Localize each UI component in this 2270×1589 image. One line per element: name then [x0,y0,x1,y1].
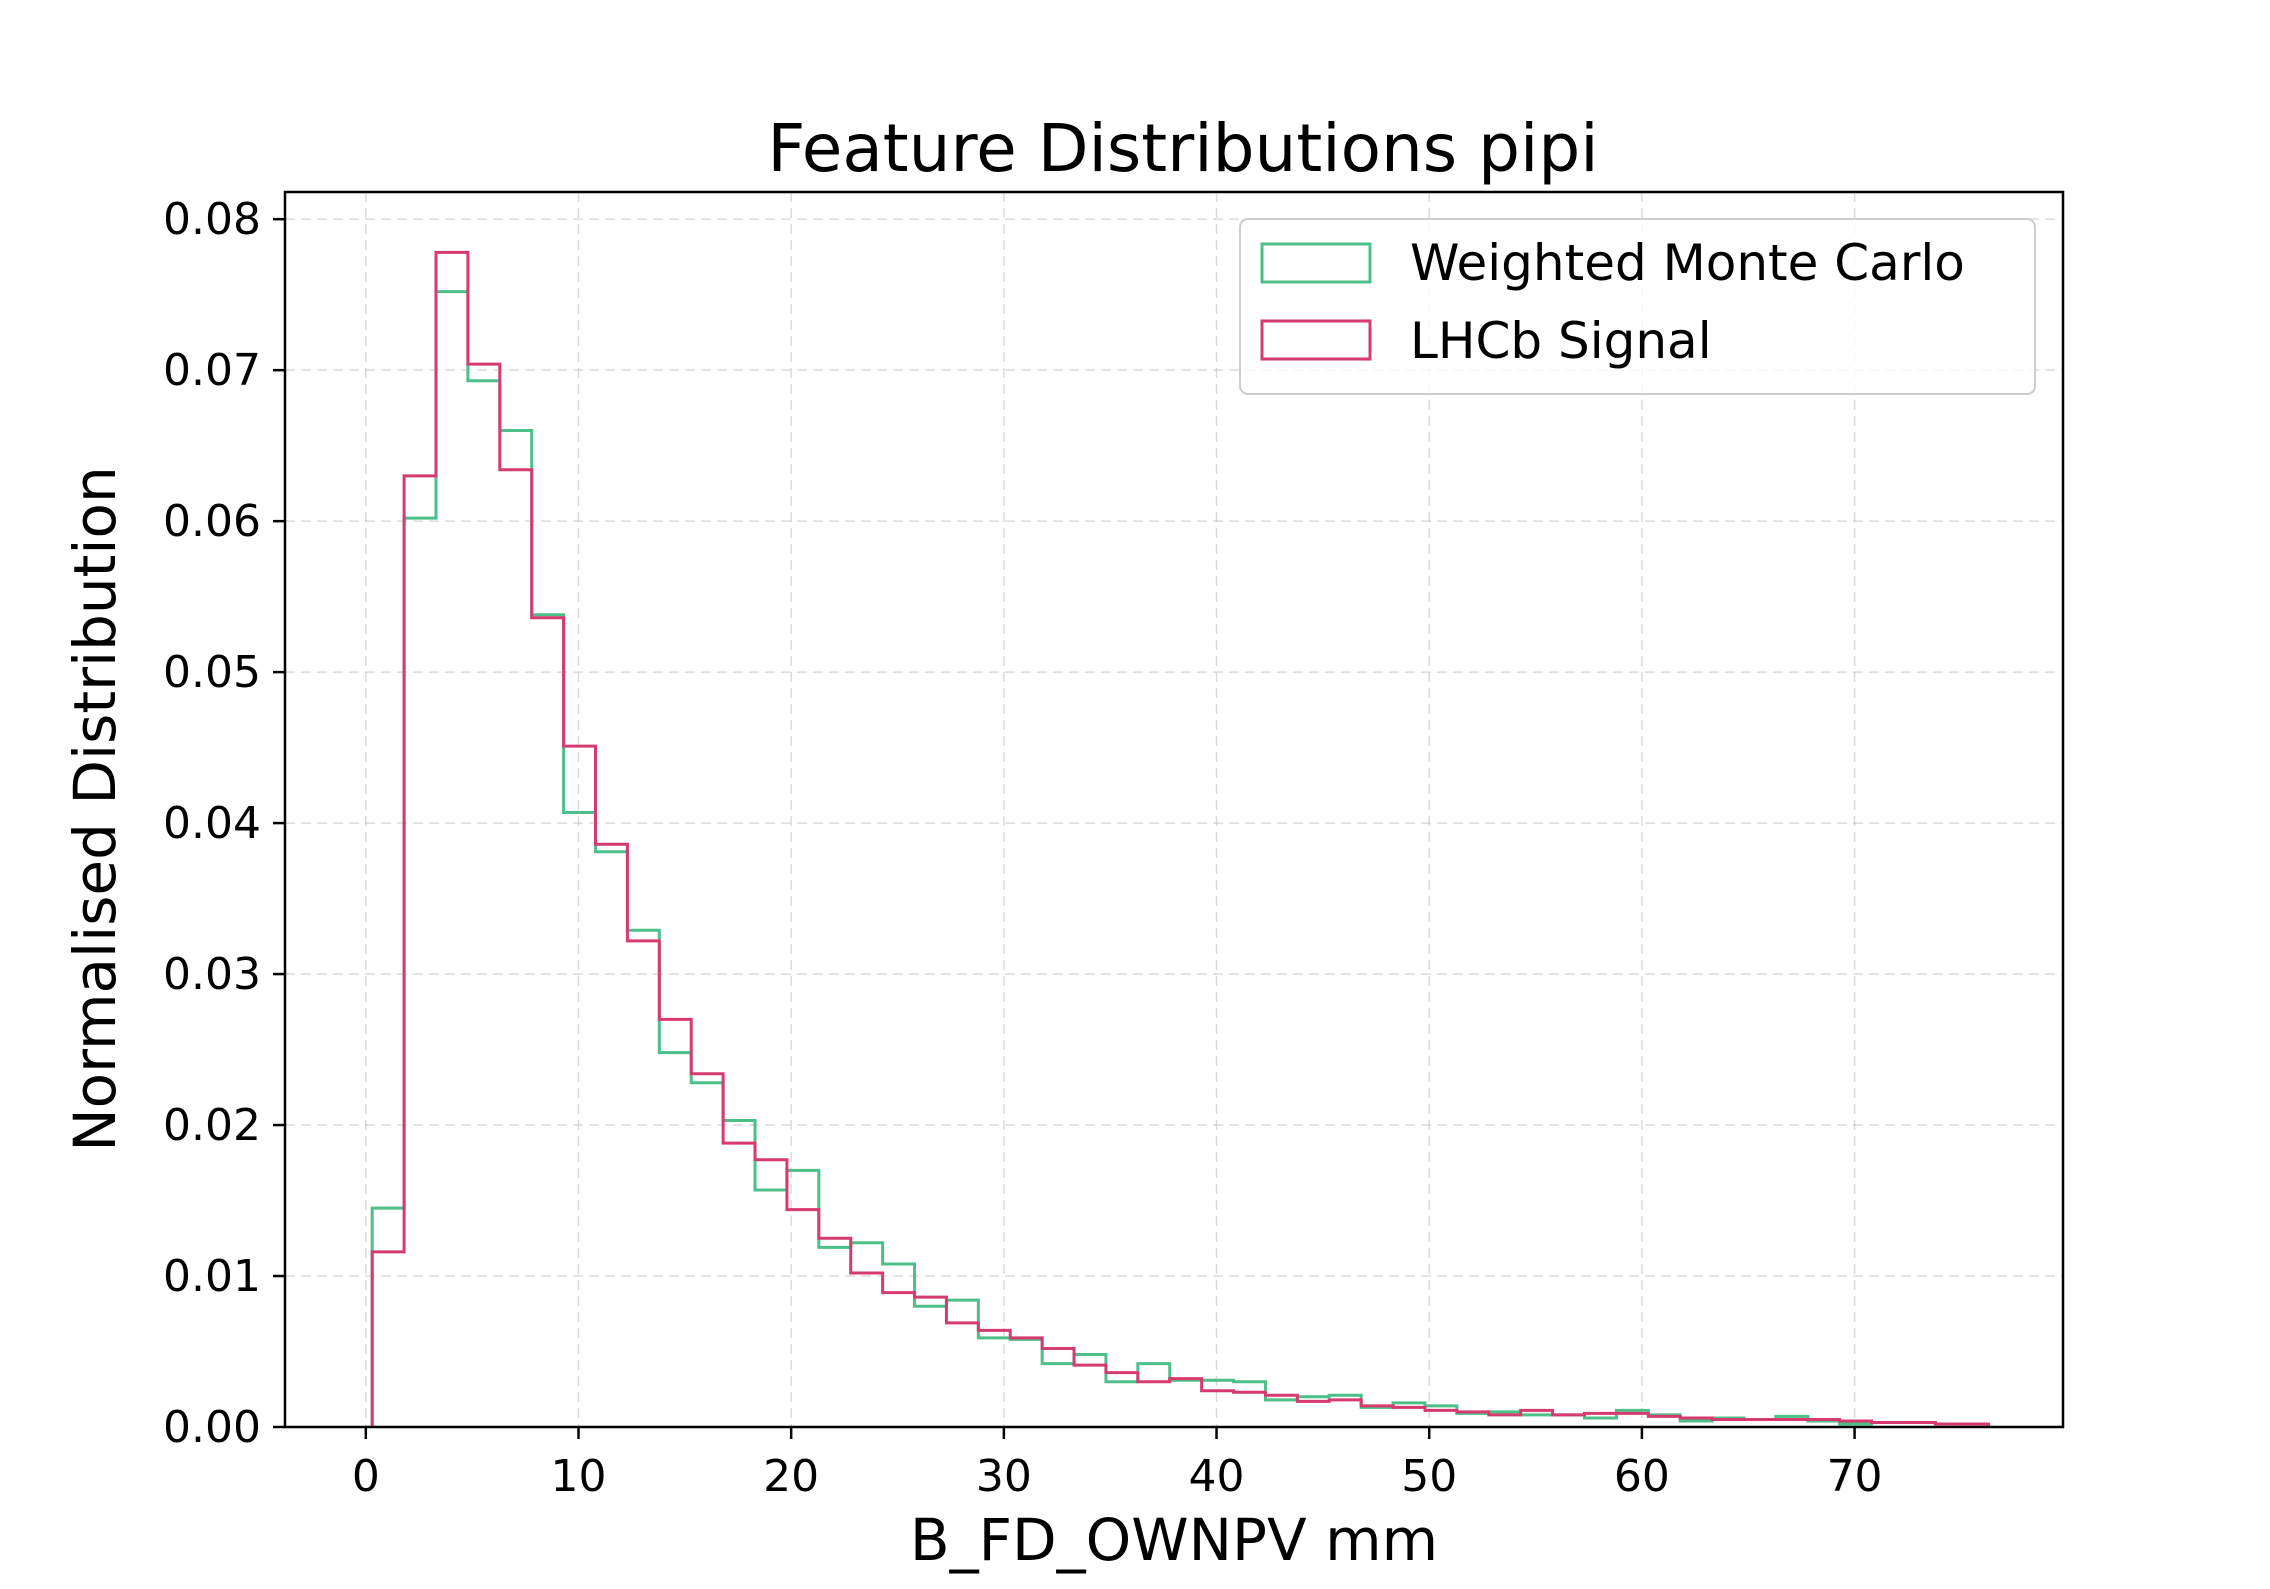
x-tick-label: 50 [1401,1451,1457,1502]
x-axis-title: B_FD_OWNPV mm [910,1506,1438,1574]
legend: Weighted Monte Carlo LHCb Signal [1239,218,2036,395]
x-tick-label: 10 [550,1451,606,1502]
y-tick-label: 0.03 [163,949,261,1000]
y-tick-label: 0.06 [163,496,261,547]
y-tick-label: 0.01 [163,1251,261,1302]
series-lhcb-signal-step-line [370,250,1991,1427]
y-tick-label: 0.05 [163,647,261,698]
x-tick-label: 20 [763,1451,819,1502]
x-tick-label: 0 [352,1451,380,1502]
legend-swatch-weighted-monte-carlo [1260,242,1372,284]
legend-label-lhcb-signal: LHCb Signal [1410,312,1712,370]
x-tick-label: 60 [1614,1451,1670,1502]
y-tick-label: 0.07 [163,345,261,396]
legend-box [1239,218,2036,395]
legend-swatch-lhcb-signal [1260,319,1372,361]
y-tick-label: 0.08 [163,194,261,245]
chart-title: Feature Distributions pipi [767,110,1598,187]
x-tick-label: 40 [1189,1451,1245,1502]
plot-area-frame [283,190,2065,1429]
y-tick-label: 0.04 [163,798,261,849]
y-axis-ticks: 0.00 0.01 0.02 0.03 0.04 0.05 0.06 0.07 0.08 [163,194,285,1453]
x-axis-ticks: 0 10 20 30 40 50 60 70 [352,1427,1883,1502]
y-axis-title: Normalised Distribution [61,466,129,1152]
y-tick-label: 0.02 [163,1100,261,1151]
x-tick-label: 30 [976,1451,1032,1502]
series-layer [370,250,1991,1427]
x-tick-label: 70 [1827,1451,1883,1502]
legend-label-weighted-monte-carlo: Weighted Monte Carlo [1410,234,1965,292]
y-tick-label: 0.00 [163,1402,261,1453]
grid [285,192,2063,1428]
